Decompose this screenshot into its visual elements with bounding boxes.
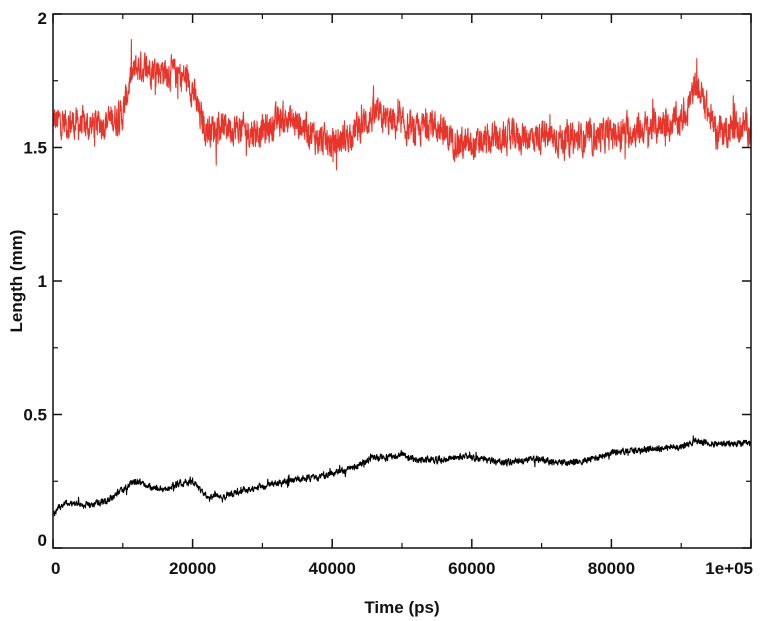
y-tick-label: 2 <box>38 9 47 28</box>
y-tick-label: 0.5 <box>23 406 47 425</box>
tick-layer: 0 20000 40000 60000 80000 1e+05 0 0.5 1 1.5 2 <box>23 9 753 578</box>
x-tick-label: 40000 <box>309 559 356 578</box>
x-tick-label: 20000 <box>169 559 216 578</box>
x-axis-label: Time (ps) <box>364 598 439 617</box>
series-line-0 <box>52 38 752 171</box>
x-tick-label: 0 <box>51 559 60 578</box>
plot-frame <box>52 13 752 549</box>
y-tick-label: 1 <box>38 272 47 291</box>
x-tick-label: 60000 <box>448 559 495 578</box>
y-tick-label: 1.5 <box>23 139 47 158</box>
y-axis-label: Length (mm) <box>7 230 26 333</box>
series-line-1 <box>52 435 752 517</box>
y-tick-label: 0 <box>38 531 47 550</box>
x-tick-label: 1e+05 <box>705 559 753 578</box>
x-tick-label: 80000 <box>588 559 635 578</box>
series-layer <box>52 38 752 517</box>
